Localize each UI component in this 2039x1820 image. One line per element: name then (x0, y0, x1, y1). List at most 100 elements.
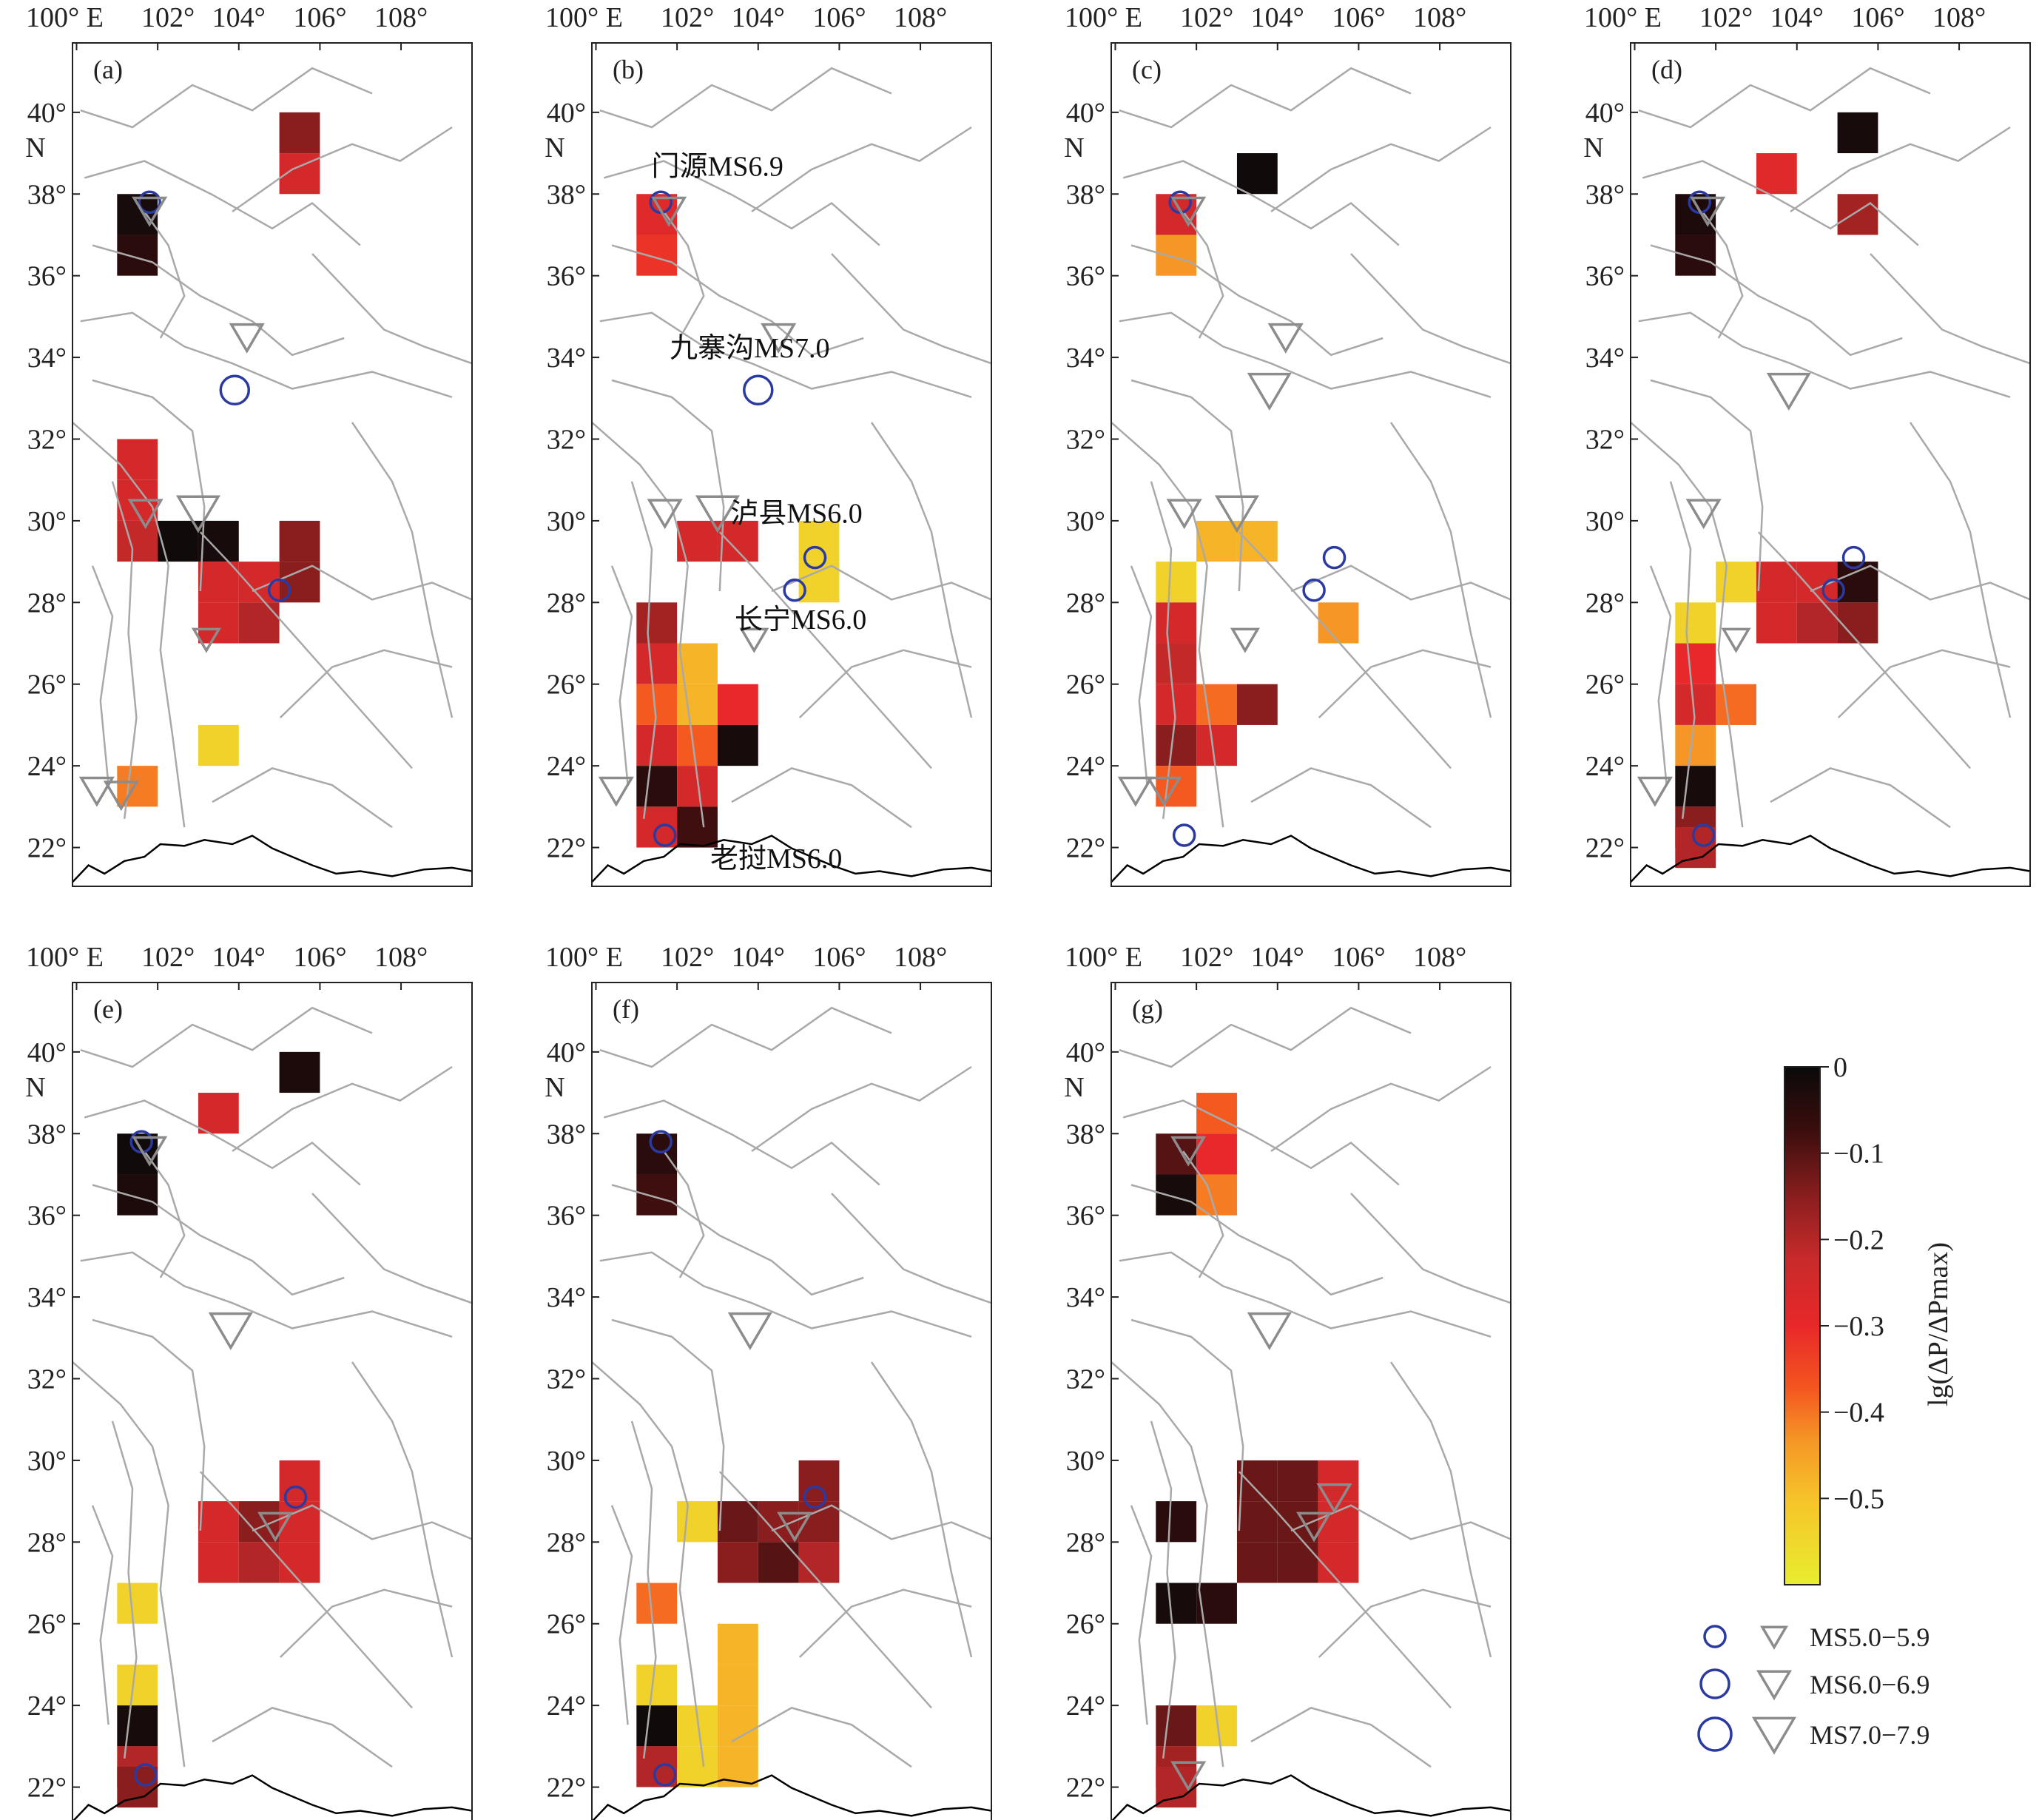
fault-line (351, 422, 454, 718)
fault-line (84, 1099, 361, 1186)
grid-cell (1236, 1501, 1278, 1543)
grid-cell (1837, 112, 1878, 154)
x-tick-label: 102° (141, 942, 195, 973)
grid-cell (1196, 684, 1237, 725)
grid-cell (717, 724, 758, 766)
panel-label: (e) (93, 994, 123, 1024)
earthquake-circle-icon (803, 1485, 827, 1509)
grid-cell (1236, 153, 1278, 195)
y-tick-label: 32° (27, 1364, 67, 1395)
panel-map-b (592, 67, 991, 883)
grid-cell (1156, 643, 1197, 684)
x-tick-label: 108° (894, 942, 947, 973)
fault-line (1290, 1504, 1511, 1540)
panel-c: 100° E 102° 104° 106° 108° 40° 38° 36° 34° 32° 30°… (1064, 2, 1511, 887)
grid-cell (1156, 1174, 1197, 1216)
grid-cell (1236, 1542, 1278, 1583)
earthquake-circle-icon (743, 374, 774, 405)
fault-line (1119, 311, 1492, 398)
fault-line (751, 1065, 972, 1153)
fault-line (771, 1504, 991, 1540)
fault-line (663, 1150, 705, 1278)
y-tick-label: 38° (1585, 179, 1625, 210)
earthquake-triangle-icon (761, 323, 797, 354)
fault-line (610, 565, 633, 786)
grid-cell (1756, 562, 1797, 603)
panel-frame (591, 42, 992, 887)
grid-cell (1156, 1583, 1197, 1624)
earthquake-circle-icon (803, 545, 827, 570)
y-tick-label: 22° (1585, 833, 1625, 864)
fault-line (252, 564, 472, 601)
national-border (592, 1774, 991, 1820)
fault-line (731, 1707, 912, 1768)
fault-line (73, 1361, 186, 1767)
x-tick-label: 102° (1699, 2, 1753, 33)
grid-cell (717, 1705, 758, 1747)
y-tick-label: 32° (547, 424, 586, 455)
y-tick-label: 22° (1066, 833, 1105, 864)
panel-frame (72, 982, 473, 1820)
grid-cell (117, 1174, 158, 1216)
grid-cell (636, 724, 678, 766)
y-tick-label: 38° (1066, 1119, 1105, 1150)
fault-line (1122, 160, 1400, 246)
y-tick-label: 26° (1066, 670, 1105, 701)
y-tick-label: 26° (27, 670, 67, 701)
fault-line (1130, 1318, 1244, 1531)
fault-line (870, 422, 973, 718)
grid-cell (1196, 724, 1237, 766)
y-tick-label: 36° (1585, 261, 1625, 292)
fault-line (1810, 564, 2030, 601)
colorbar-tick-label: −0.5 (1833, 1483, 1884, 1514)
x-tick-label: 104° (732, 942, 785, 973)
fault-line (731, 767, 912, 829)
y-tick-label: 34° (27, 1282, 67, 1313)
fault-line (1270, 1065, 1492, 1153)
grid-cell (717, 1501, 758, 1543)
panel-map-d (1631, 67, 2030, 883)
legend-label: MS7.0−7.9 (1810, 1720, 1930, 1750)
y-tick-label: 30° (547, 1446, 586, 1477)
colorbar-title: lg(ΔP/ΔPmax) (1923, 1242, 1954, 1406)
earthquake-circle-icon (653, 1763, 677, 1787)
y-tick-label: 32° (1066, 1364, 1105, 1395)
y-tick-label: 24° (547, 1691, 586, 1722)
earthquake-triangle-icon (1214, 495, 1260, 533)
grid-cell (1236, 684, 1278, 725)
grid-cell (279, 520, 320, 562)
fault-line (144, 211, 186, 339)
x-tick-label: 108° (894, 2, 947, 33)
earthquake-circle-icon (653, 823, 677, 847)
north-label: N (1583, 132, 1603, 164)
fault-line (1638, 311, 2011, 398)
fault-line (1650, 379, 1764, 592)
y-tick-label: 34° (1066, 343, 1105, 374)
grid-cell (636, 602, 678, 644)
earthquake-triangle-icon (208, 1312, 253, 1351)
x-tick-label: 106° (812, 942, 866, 973)
grid-cell (1756, 602, 1797, 644)
fault-line (92, 1318, 206, 1531)
x-tick-label: 106° (293, 942, 346, 973)
map-panels: 100° E 102° 104° 106° 108° 40° 38° 36° 34° 32° 30°… (25, 2, 2031, 1820)
fault-line (232, 126, 453, 213)
fault-line (751, 126, 972, 213)
grid-cell (1675, 602, 1716, 644)
panel-frame (1111, 42, 1511, 887)
x-tick-label: 100° E (545, 942, 623, 973)
earthquake-triangle-icon (1170, 1761, 1207, 1792)
fault-line (279, 1588, 453, 1658)
fault-line (91, 1505, 114, 1725)
y-tick-label: 22° (547, 833, 586, 864)
y-tick-label: 38° (27, 179, 67, 210)
y-tick-label: 30° (1066, 1446, 1105, 1477)
fault-line (599, 311, 972, 398)
panel-map-e (73, 1006, 472, 1820)
x-tick-label: 104° (1770, 2, 1824, 33)
earthquake-circle-icon (1691, 823, 1716, 847)
x-tick-label: 102° (661, 2, 714, 33)
earthquake-triangle-icon (1170, 196, 1207, 227)
x-tick-label: 100° E (1065, 942, 1142, 973)
